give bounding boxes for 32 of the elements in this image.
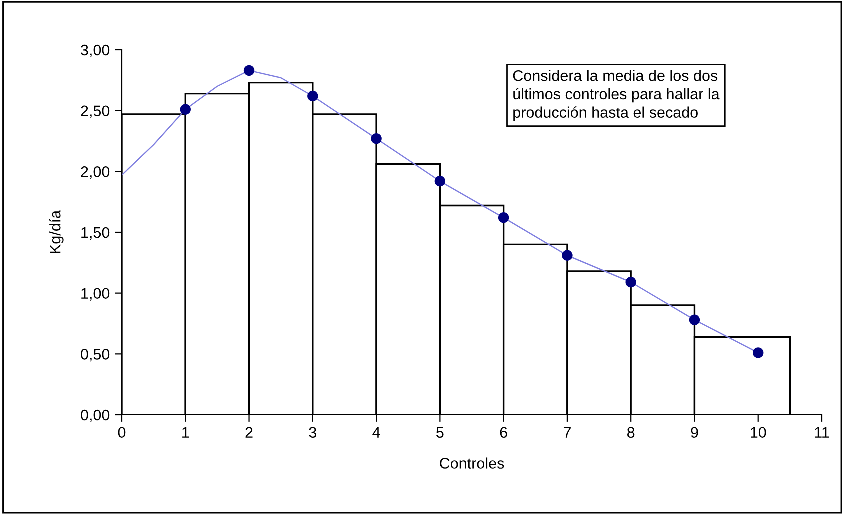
x-tick-label: 11: [815, 427, 830, 438]
x-tick-label: 3: [309, 427, 316, 438]
x-tick-label: 0: [118, 427, 126, 438]
y-tick-label: 1,50: [82, 227, 110, 240]
point: [371, 133, 382, 144]
point: [498, 212, 510, 224]
point: [753, 348, 764, 358]
y-axis-title: Kg/día: [49, 210, 64, 254]
x-tick-label: 9: [691, 427, 698, 438]
x-tick-label: 8: [628, 427, 635, 438]
x-tick-label: 4: [372, 427, 380, 438]
y-tick-label: 0,50: [81, 349, 110, 362]
x-tick-label: 1: [182, 427, 190, 438]
y-tick-label: 2,00: [81, 166, 110, 180]
x-tick-label: 2: [246, 427, 253, 438]
x-tick-label: 5: [436, 427, 444, 438]
x-tick-label: 6: [500, 427, 508, 438]
annotation: Considera la media de los dos últimos controles para hallar la producción hasta el secado: [513, 70, 720, 122]
y-tick-label: 2,50: [81, 106, 110, 118]
x-tick-label: 10: [751, 427, 766, 438]
point: [562, 250, 573, 261]
point: [180, 104, 191, 115]
point: [244, 65, 255, 76]
y-tick-label: 3,00: [81, 44, 110, 58]
point: [308, 90, 318, 102]
y-tick-label: 0,00: [81, 410, 110, 422]
point: [626, 277, 636, 288]
point: [689, 314, 700, 326]
point: [434, 176, 446, 187]
y-tick-label: 1,00: [82, 288, 110, 301]
x-tick-label: 7: [564, 427, 571, 438]
x-axis-title: Controles: [440, 458, 504, 469]
